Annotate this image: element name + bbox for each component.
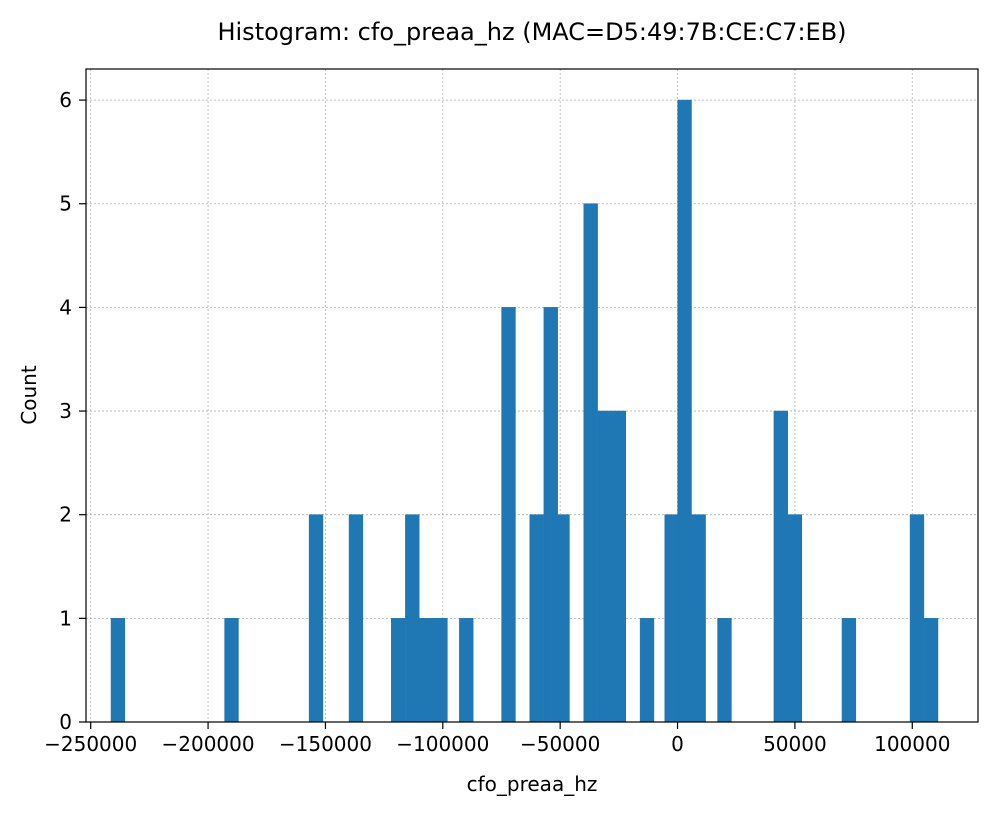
histogram-bar xyxy=(664,514,679,723)
histogram-bar xyxy=(909,514,925,723)
x-tick-label: 100000 xyxy=(874,732,950,756)
x-tick-label: −100000 xyxy=(396,732,489,756)
chart-title: Histogram: cfo_preaa_hz (MAC=D5:49:7B:CE… xyxy=(217,18,846,46)
histogram-bar xyxy=(501,307,516,723)
histogram-bar xyxy=(639,618,655,723)
x-tick-label: −150000 xyxy=(279,732,372,756)
x-axis-ticks: −250000 −200000 −150000 −100000 −50000 0 50000… xyxy=(44,722,950,756)
y-tick-label: 5 xyxy=(59,192,72,216)
histogram-bar xyxy=(110,618,126,723)
histogram-bar xyxy=(597,410,612,723)
y-tick-label: 2 xyxy=(59,503,72,527)
x-axis-label: cfo_preaa_hz xyxy=(467,772,598,796)
histogram-bar xyxy=(419,618,434,723)
y-axis-ticks: 0 1 2 3 4 5 6 xyxy=(59,88,86,734)
histogram-bar xyxy=(677,99,692,723)
histogram-bar xyxy=(773,410,788,723)
x-tick-label: −250000 xyxy=(44,732,137,756)
histogram-bar xyxy=(787,514,803,723)
y-tick-label: 6 xyxy=(59,88,72,112)
y-tick-label: 3 xyxy=(59,399,72,423)
plot-frame xyxy=(85,68,979,723)
histogram-bar xyxy=(405,514,420,723)
histogram-bar xyxy=(923,618,939,723)
x-tick-label: 0 xyxy=(671,732,684,756)
x-tick-label: −50000 xyxy=(520,732,600,756)
histogram-bar xyxy=(433,618,448,723)
histogram-bar xyxy=(611,410,627,723)
histogram-bar xyxy=(717,618,732,723)
histogram-bar xyxy=(555,514,570,723)
histogram-bar xyxy=(583,203,598,723)
y-axis-label: Count xyxy=(17,365,41,425)
histogram-bar xyxy=(459,618,474,723)
x-tick-label: −200000 xyxy=(162,732,255,756)
histogram-bar xyxy=(691,514,706,723)
histogram-bar xyxy=(841,618,857,723)
histogram-bar xyxy=(529,514,544,723)
y-tick-label: 0 xyxy=(59,710,72,734)
y-tick-label: 4 xyxy=(59,295,72,319)
x-tick-label: 50000 xyxy=(763,732,827,756)
histogram-bar xyxy=(308,514,324,723)
bars-layer xyxy=(110,99,939,723)
histogram-bar xyxy=(348,514,364,723)
histogram-bar xyxy=(224,618,239,723)
histogram-bar xyxy=(391,618,406,723)
y-tick-label: 1 xyxy=(59,606,72,630)
